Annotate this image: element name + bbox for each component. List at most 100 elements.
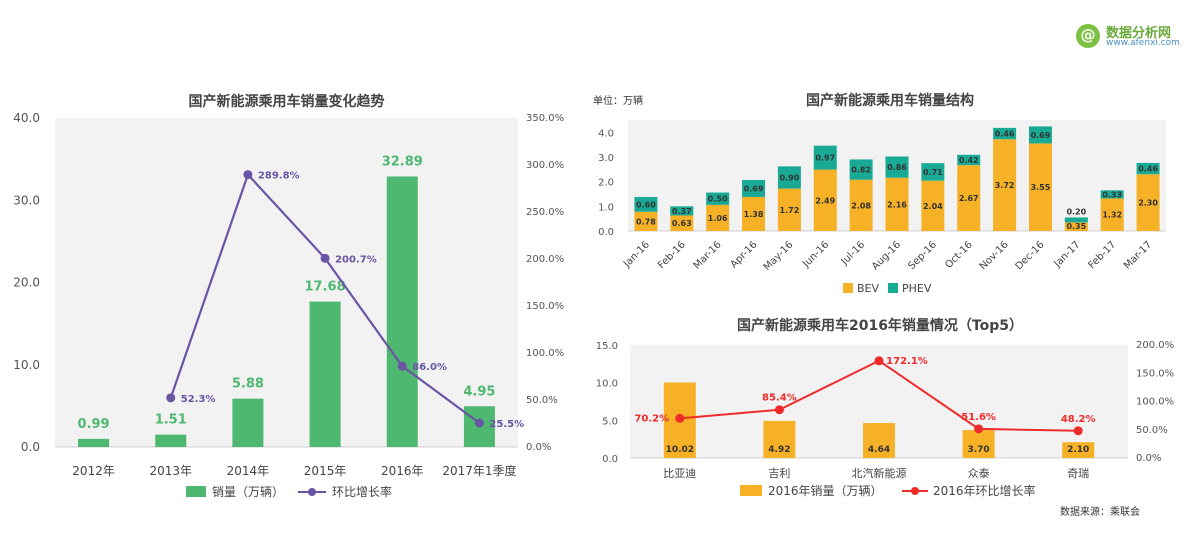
chart-title: 国产新能源乘用车销量变化趋势 [189,93,385,110]
y-tick-label: 10.0 [596,379,618,390]
bar [763,420,796,458]
line-value-label: 51.6% [961,412,996,423]
bar [309,301,341,447]
x-tick-label: 2015年 [304,464,347,478]
bar-value-label: 32.89 [382,154,423,169]
y-tick-label: 1.0 [598,202,614,213]
logo-name: 数据分析网 [1106,26,1172,41]
x-tick-label: Apr-16 [729,239,760,270]
bar-value-label: 17.68 [305,280,346,295]
line-value-label: 70.2% [634,413,669,424]
line-value-label: 289.8% [258,171,300,182]
bev-value-label: 1.32 [1102,211,1122,220]
phev-value-label: 0.60 [636,200,656,209]
x-tick-label: Mar-16 [692,239,724,271]
legend-swatch-marker [308,488,316,496]
y2-tick-label: 300.0% [526,160,564,171]
y-tick-label: 0.0 [598,227,614,238]
sales-trend-chart: 国产新能源乘用车销量变化趋势 0.0 10.0 20.0 30.0 40.0 0.0% 50.… [13,93,564,499]
x-tick-label: May-16 [762,239,796,273]
x-tick-label: Nov-16 [978,239,1011,272]
bar-phev [634,196,658,212]
y2-tick-label: 200.0% [526,254,564,265]
x-tick-label: Feb-16 [656,239,688,271]
y2-tick-label: 0.0% [1136,453,1161,464]
legend-label: 销量（万辆） [212,485,284,499]
x-tick-label: 2014年 [227,464,270,478]
x-tick-label: Sep-16 [906,239,939,272]
bar-value-label: 3.70 [967,445,989,455]
x-tick-label: Mar-17 [1122,239,1154,271]
bev-value-label: 3.72 [995,181,1015,190]
line-point [874,356,884,366]
legend-swatch-marker [911,487,919,495]
bar-bev [1100,198,1124,231]
phev-value-label: 0.42 [959,156,979,165]
x-tick-label: 奇瑞 [1067,466,1089,480]
x-tick-label: Oct-16 [943,239,975,271]
bar-phev [849,159,873,180]
x-tick-label: 吉利 [768,467,790,480]
x-tick-label: 众泰 [968,466,990,480]
y2-tick-label: 200.0% [1136,340,1174,351]
legend-label: 环比增长率 [332,484,392,499]
y-tick-label: 3.0 [598,153,614,164]
bar-bev [634,211,658,231]
chart-title: 国产新能源乘用车销量结构 [806,92,974,109]
line-point [774,405,784,415]
phev-value-label: 0.71 [923,168,943,177]
bar-bev [777,188,801,231]
x-tick-label: Jan-16 [621,239,652,270]
bev-value-label: 1.06 [708,214,728,223]
bar-bev [1136,174,1160,231]
line-value-label: 25.5% [489,419,524,430]
phev-value-label: 0.46 [995,130,1015,139]
legend-swatch-bev [843,283,853,293]
bar [386,176,418,448]
bev-value-label: 2.67 [959,194,979,203]
bev-value-label: 2.49 [815,196,835,205]
bar-phev [993,127,1017,140]
y2-tick-label: 50.0% [1136,425,1168,436]
y-tick-label: 30.0 [13,193,40,207]
phev-value-label: 0.86 [887,163,907,172]
line-value-label: 85.4% [762,393,797,404]
data-source-note: 数据来源：乘联会 [1060,507,1140,518]
bar-bev [849,179,873,231]
line-point [474,418,484,428]
bev-value-label: 2.16 [887,200,907,209]
y2-tick-label: 250.0% [526,207,564,218]
bar-value-label: 10.02 [666,445,694,455]
y2-tick-label: 150.0% [526,301,564,312]
bar-bev [885,177,909,231]
x-tick-label: Jun-16 [800,239,831,270]
legend-label: 2016年销量（万辆） [768,484,883,498]
plot-area [55,118,518,447]
phev-value-label: 0.90 [780,173,800,182]
bar-bev [1064,222,1088,231]
bev-value-label: 2.08 [851,201,871,210]
legend-swatch-bar [740,485,762,496]
bar-bev [957,165,981,231]
y2-tick-label: 150.0% [1136,368,1174,379]
bar [962,430,995,458]
bar-phev [670,206,694,216]
x-tick-label: 比亚迪 [663,467,696,480]
bar-phev [1136,162,1160,175]
line-value-label: 48.2% [1061,414,1096,425]
legend-swatch-phev [888,283,898,293]
bar-phev [1100,190,1124,199]
line-point [166,393,176,403]
x-tick-label: Jan-17 [1052,239,1083,270]
phev-value-label: 0.69 [744,184,764,193]
bar [155,434,187,447]
phev-value-label: 0.50 [708,195,728,204]
x-tick-label: Dec-16 [1014,239,1047,272]
line-point [320,253,330,263]
y2-tick-label: 100.0% [526,348,564,359]
chart-title: 国产新能源乘用车2016年销量情况（Top5） [737,317,1023,334]
bar-value-label: 4.64 [868,445,890,455]
line-point [1073,426,1083,436]
bar-bev [670,215,694,231]
bar-phev [777,166,801,189]
